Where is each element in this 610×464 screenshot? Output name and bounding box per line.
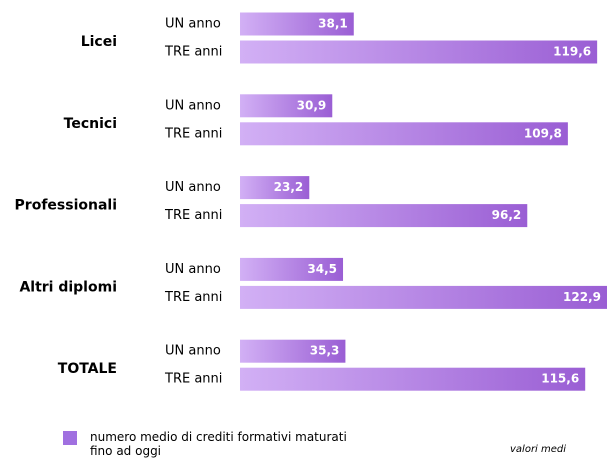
bar bbox=[240, 339, 346, 363]
series-label: UN anno bbox=[165, 98, 221, 113]
series-label: UN anno bbox=[165, 17, 221, 32]
legend-swatch bbox=[63, 431, 77, 445]
note: valori medi bbox=[510, 444, 567, 455]
bar bbox=[240, 257, 344, 281]
value-label: 23,2 bbox=[274, 180, 304, 194]
series-label: UN anno bbox=[165, 344, 221, 359]
value-label: 38,1 bbox=[318, 17, 348, 31]
series-label: TRE anni bbox=[164, 290, 222, 305]
value-label: 109,8 bbox=[524, 126, 562, 140]
group-label: Licei bbox=[81, 34, 117, 50]
value-label: 122,9 bbox=[563, 290, 601, 304]
bar bbox=[240, 367, 586, 391]
value-label: 115,6 bbox=[541, 372, 579, 386]
bar bbox=[240, 122, 568, 146]
series-label: TRE anni bbox=[164, 126, 222, 141]
bar bbox=[240, 176, 310, 200]
series-label: UN anno bbox=[165, 262, 221, 277]
group-label: Altri diplomi bbox=[19, 279, 117, 295]
series-label: TRE anni bbox=[164, 208, 222, 223]
bar bbox=[240, 40, 598, 64]
group-label: Professionali bbox=[15, 198, 117, 214]
value-label: 30,9 bbox=[297, 98, 327, 112]
legend-label: numero medio di crediti formativi matura… bbox=[90, 430, 347, 458]
bar bbox=[240, 94, 333, 118]
bar bbox=[240, 204, 528, 228]
series-label: UN anno bbox=[165, 180, 221, 195]
value-label: 96,2 bbox=[492, 208, 522, 222]
series-label: TRE anni bbox=[164, 45, 222, 60]
group-label: TOTALE bbox=[58, 361, 117, 377]
bar bbox=[240, 285, 607, 309]
series-label: TRE anni bbox=[164, 372, 222, 387]
value-label: 34,5 bbox=[307, 262, 337, 276]
value-label: 35,3 bbox=[310, 344, 340, 358]
bar bbox=[240, 12, 354, 36]
value-label: 119,6 bbox=[553, 45, 591, 59]
group-label: Tecnici bbox=[64, 116, 117, 132]
